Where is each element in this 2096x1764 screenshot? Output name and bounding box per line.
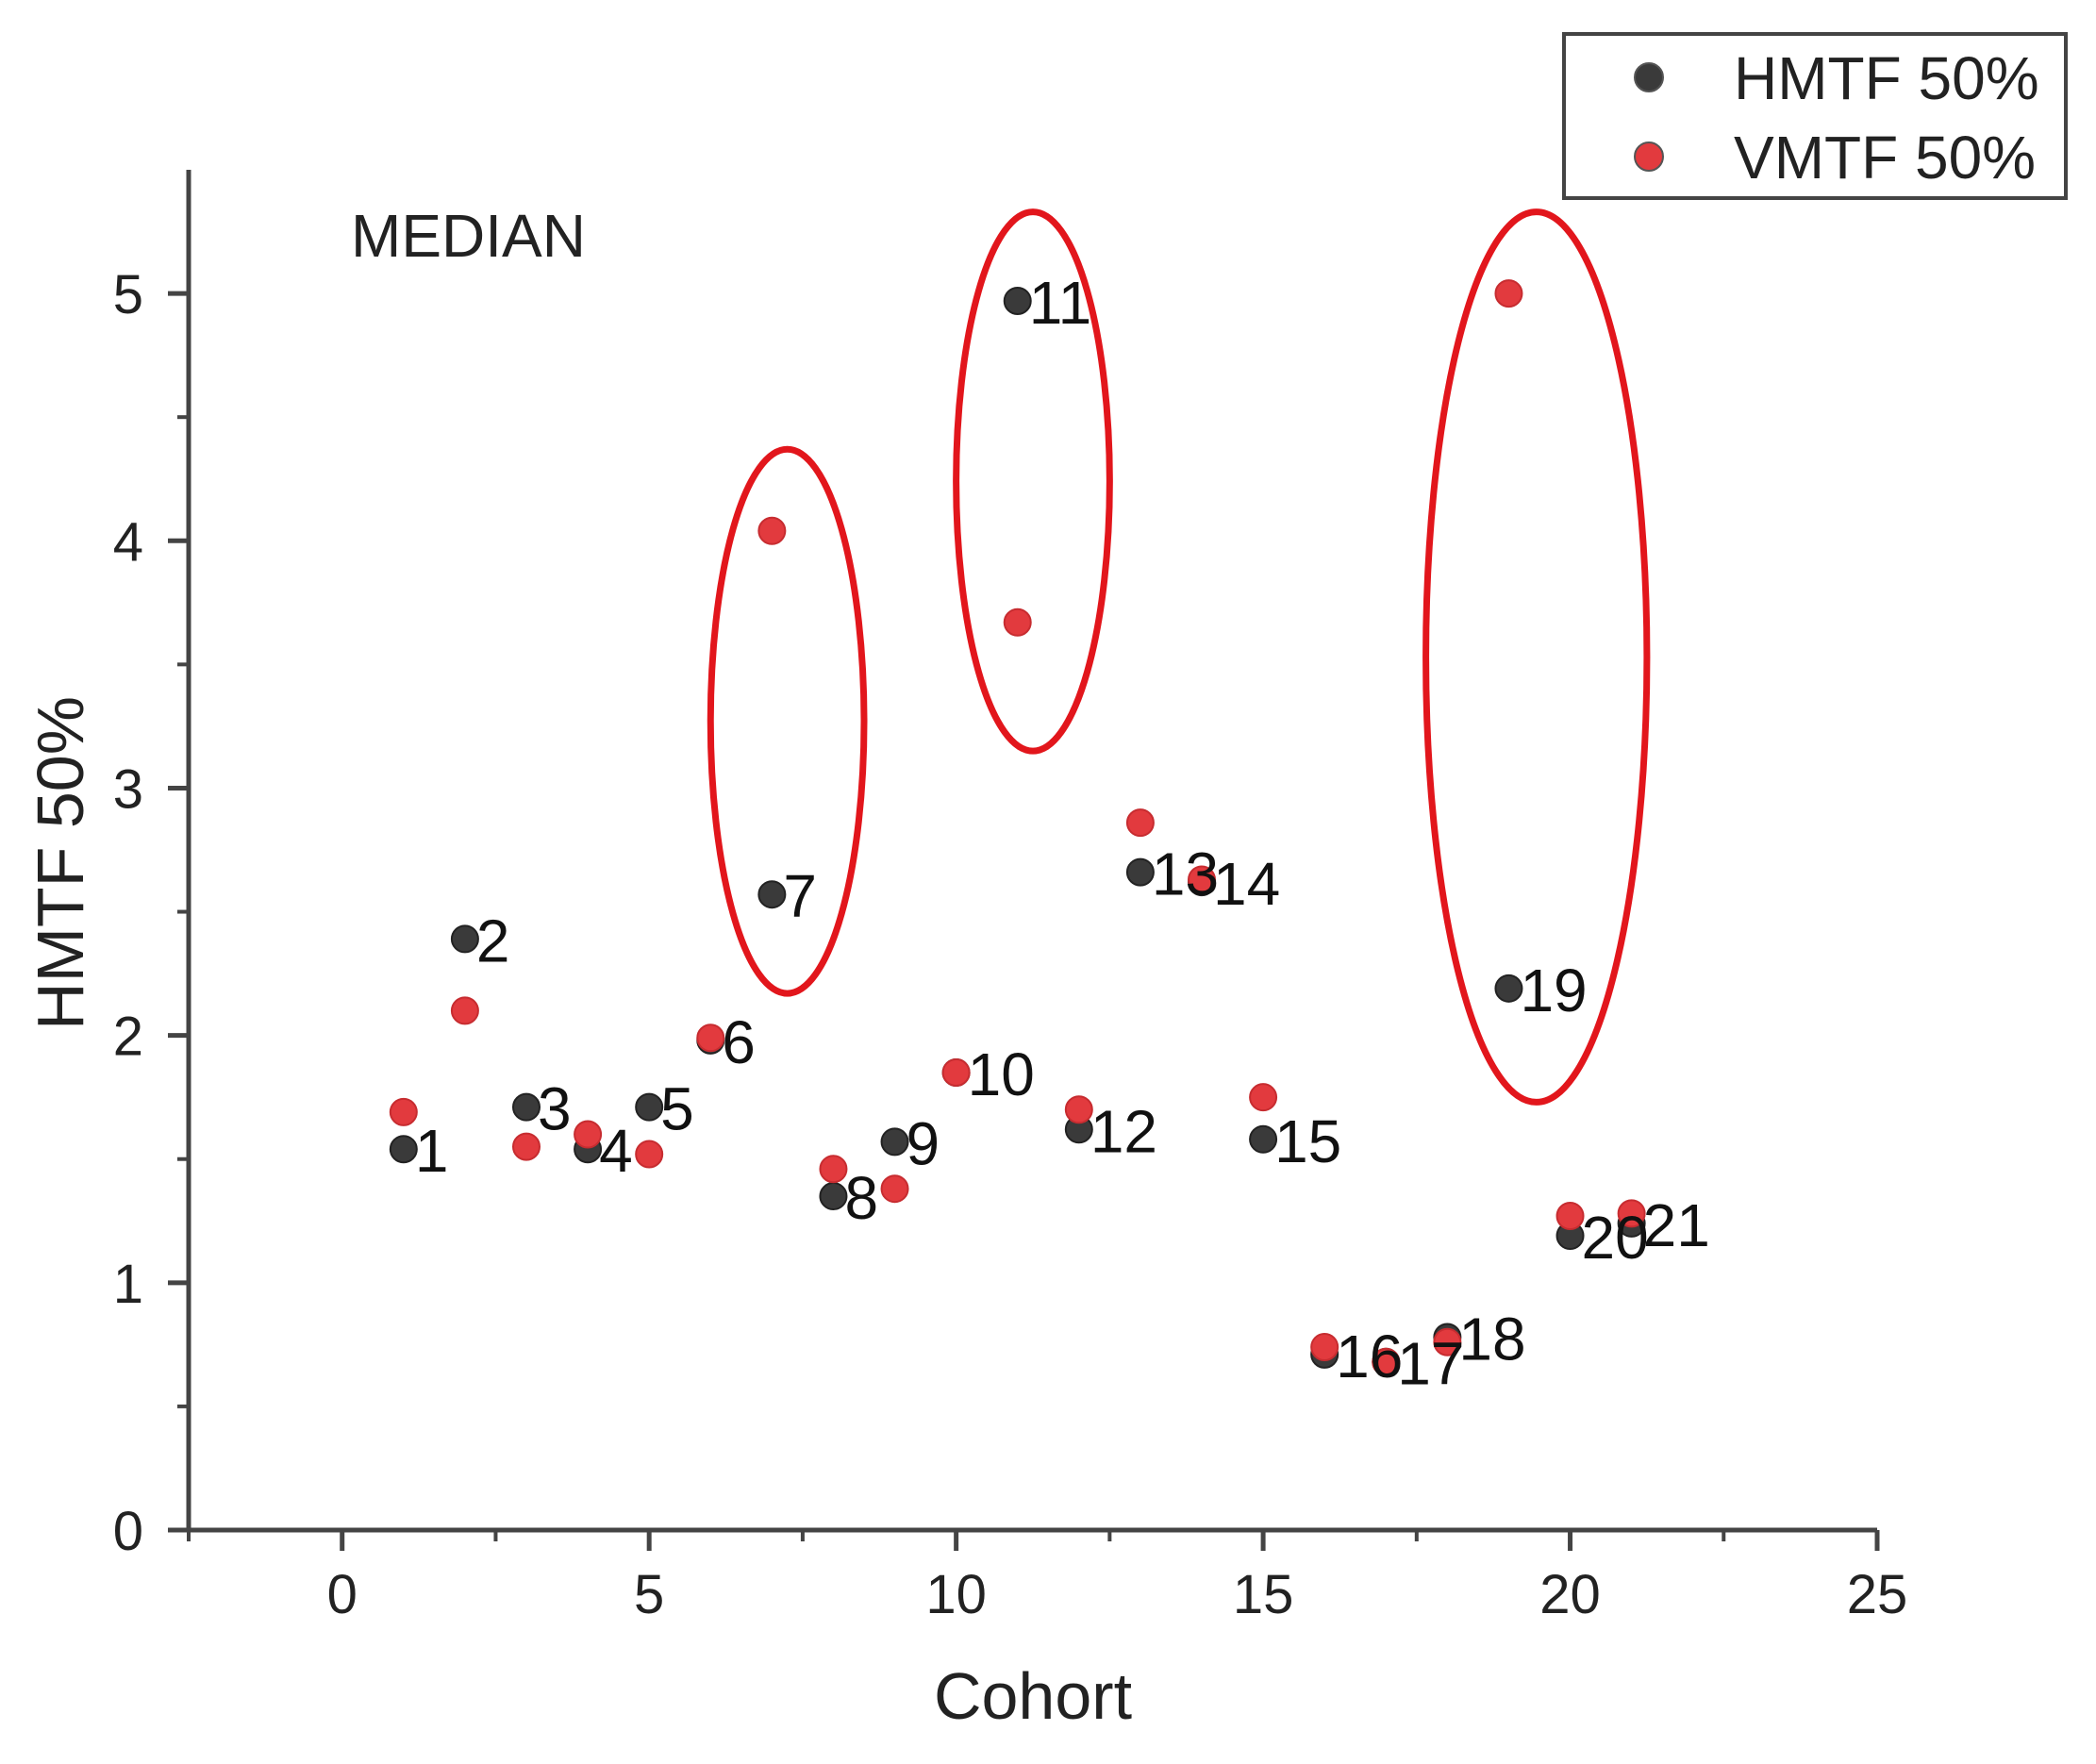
y-tick-label: 4: [113, 511, 143, 573]
point-label: 2: [476, 907, 510, 974]
hmtf-point: [757, 880, 787, 909]
vmtf-point: [1064, 1095, 1093, 1124]
vmtf-point: [1125, 808, 1155, 838]
x-tick-label: 15: [1233, 1564, 1294, 1625]
legend-label-hmtf: HMTF 50%: [1734, 44, 2039, 112]
vmtf-point: [1003, 607, 1032, 637]
y-tick-label: 0: [113, 1501, 143, 1562]
hmtf-point: [1003, 286, 1032, 315]
vmtf-point: [574, 1120, 603, 1149]
x-tick-label: 10: [925, 1564, 987, 1625]
hmtf-point: [635, 1092, 664, 1122]
vmtf-point: [1617, 1199, 1646, 1228]
hmtf-point: [450, 924, 479, 954]
hmtf-point: [1125, 857, 1155, 887]
hmtf-point: [512, 1092, 541, 1122]
vmtf-point: [1433, 1327, 1462, 1356]
vmtf-point: [819, 1155, 848, 1184]
vmtf-point: [1249, 1083, 1278, 1112]
vmtf-point: [757, 516, 787, 545]
x-tick-label: 20: [1539, 1564, 1601, 1625]
hmtf-point: [1494, 974, 1523, 1003]
hmtf-point: [880, 1127, 909, 1157]
point-label: 19: [1520, 957, 1587, 1024]
vmtf-point: [880, 1174, 909, 1204]
point-label: 3: [538, 1075, 572, 1143]
point-label: 16: [1336, 1323, 1403, 1390]
vmtf-point: [941, 1057, 971, 1087]
vmtf-point: [1372, 1347, 1401, 1376]
highlight-ellipse: [1422, 208, 1651, 1106]
vmtf-point: [696, 1023, 725, 1053]
point-label: 10: [968, 1040, 1035, 1108]
y-tick-label: 1: [113, 1254, 143, 1315]
legend-marker-vmtf: [1634, 141, 1664, 172]
highlight-ellipse: [953, 208, 1113, 755]
vmtf-point: [450, 996, 479, 1025]
y-tick-label: 2: [113, 1007, 143, 1068]
y-tick-label: 3: [113, 758, 143, 820]
vmtf-point: [635, 1140, 664, 1169]
point-label: 21: [1643, 1191, 1710, 1259]
point-label: 1: [415, 1117, 449, 1185]
legend-label-vmtf: VMTF 50%: [1734, 124, 2036, 191]
point-label: 14: [1213, 850, 1280, 918]
vmtf-point: [389, 1097, 418, 1126]
highlight-ellipses: [707, 208, 1651, 1106]
hmtf-point: [389, 1135, 418, 1164]
highlight-ellipse: [707, 445, 868, 997]
x-tick-label: 5: [634, 1564, 664, 1625]
point-label: 18: [1458, 1305, 1525, 1373]
vmtf-point: [1310, 1332, 1339, 1361]
vmtf-point: [1188, 865, 1216, 894]
point-label: 8: [844, 1164, 878, 1232]
point-label: 13: [1152, 840, 1219, 908]
legend-marker-hmtf: [1634, 62, 1664, 92]
point-label: 9: [907, 1109, 940, 1177]
median-annotation: MEDIAN: [351, 202, 586, 270]
x-tick-label: 0: [327, 1564, 358, 1625]
point-label: 7: [783, 862, 817, 930]
x-axis-title: Cohort: [934, 1659, 1132, 1733]
point-label: 17: [1397, 1330, 1464, 1398]
hmtf-point: [819, 1182, 848, 1211]
legend: HMTF 50% VMTF 50%: [1562, 32, 2068, 200]
data-points: [389, 279, 1646, 1376]
point-label: 20: [1582, 1204, 1649, 1272]
vmtf-point: [1555, 1202, 1585, 1231]
point-label: 5: [660, 1075, 694, 1143]
y-axis-title: HMTF 50%: [24, 696, 97, 1030]
x-tick-label: 25: [1847, 1564, 1908, 1625]
point-label: 4: [599, 1117, 633, 1185]
y-tick-label: 5: [113, 264, 143, 325]
point-label: 15: [1274, 1107, 1341, 1175]
vmtf-point: [1494, 279, 1523, 308]
point-label: 6: [722, 1008, 756, 1076]
point-label: 12: [1090, 1097, 1157, 1165]
hmtf-point: [1249, 1124, 1278, 1154]
vmtf-point: [512, 1132, 541, 1161]
point-label: 11: [1029, 269, 1091, 337]
